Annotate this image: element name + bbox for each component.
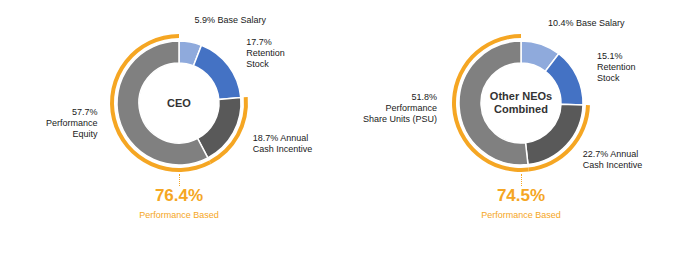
html-text:CEO: CEO	[167, 96, 191, 109]
svg-text:51.8%PerformanceShare Units (P: 51.8%PerformanceShare Units (PSU)	[363, 92, 437, 124]
svg-text:5.9% Base Salary: 5.9% Base Salary	[194, 15, 266, 25]
html-text:Other NEOs Combined: Other NEOs Combined	[489, 90, 553, 115]
html-text:Performance Based: Performance Based	[139, 210, 219, 220]
svg-text:57.7%PerformanceEquity: 57.7%PerformanceEquity	[46, 107, 98, 139]
svg-text:17.7%RetentionStock: 17.7%RetentionStock	[246, 37, 285, 69]
svg-text:18.7% AnnualCash Incentive: 18.7% AnnualCash Incentive	[253, 133, 313, 154]
html-text:Performance Based: Performance Based	[481, 210, 561, 220]
svg-text:15.1%RetentionStock: 15.1%RetentionStock	[597, 51, 636, 83]
html-text:76.4%: 76.4%	[154, 186, 204, 205]
html-text:74.5%: 74.5%	[496, 186, 546, 205]
svg-text:22.7% AnnualCash Incentive: 22.7% AnnualCash Incentive	[583, 149, 643, 170]
svg-text:10.4% Base Salary: 10.4% Base Salary	[548, 18, 625, 28]
